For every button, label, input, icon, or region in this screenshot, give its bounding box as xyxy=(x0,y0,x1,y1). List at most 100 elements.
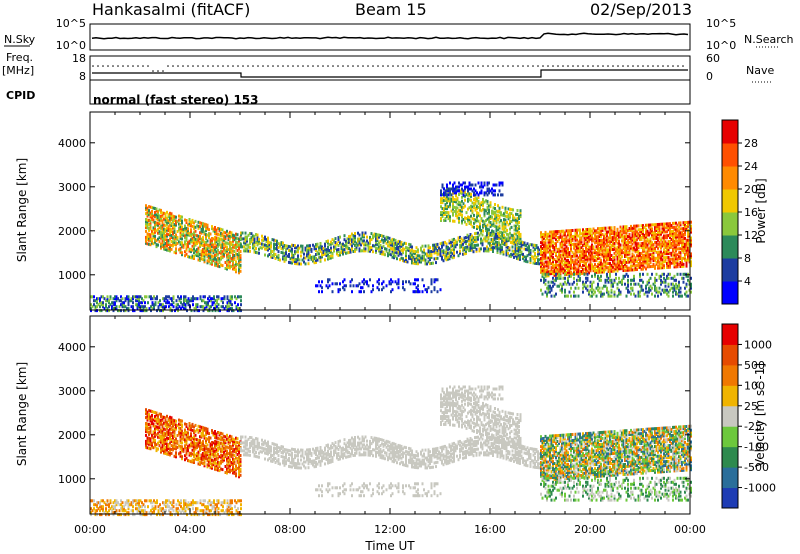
echo-cell xyxy=(170,240,173,243)
echo-cell xyxy=(337,244,340,247)
echo-cell xyxy=(600,258,602,262)
echo-cell xyxy=(154,236,156,240)
echo-cell xyxy=(220,237,222,241)
echo-cell xyxy=(170,216,173,220)
echo-cell xyxy=(502,242,505,246)
echo-cell xyxy=(330,246,332,250)
echo-cell xyxy=(479,224,481,228)
echo-cell xyxy=(464,220,466,224)
echo-cell xyxy=(288,255,290,258)
echo-cell xyxy=(160,214,162,218)
echo-cell xyxy=(361,233,364,237)
echo-cell xyxy=(340,243,343,247)
echo-cell xyxy=(558,230,560,233)
echo-cell xyxy=(477,199,480,203)
echo-cell xyxy=(461,213,463,217)
echo-cell xyxy=(552,250,554,254)
echo-cell xyxy=(224,249,227,253)
echo-cell xyxy=(397,239,400,243)
echo-cell xyxy=(325,254,328,257)
echo-cell xyxy=(223,234,225,238)
echo-cell xyxy=(169,211,171,215)
echo-cell xyxy=(603,292,605,296)
nave-dot xyxy=(312,65,314,67)
echo-cell xyxy=(203,248,206,252)
echo-cell xyxy=(619,290,622,294)
echo-cell xyxy=(148,211,150,215)
nave-dot xyxy=(422,65,424,67)
echo-cell xyxy=(486,231,488,235)
echo-cell xyxy=(552,240,554,244)
echo-cell xyxy=(354,232,356,235)
echo-cell xyxy=(157,217,159,221)
echo-cell xyxy=(559,269,562,273)
echo-cell xyxy=(559,261,562,265)
echo-cell xyxy=(197,250,200,254)
echo-cell xyxy=(193,221,195,225)
echo-cell xyxy=(441,193,444,197)
echo-cell xyxy=(448,241,451,245)
echo-cell xyxy=(226,255,228,259)
echo-cell xyxy=(452,195,454,199)
echo-cell xyxy=(610,294,613,298)
echo-cell xyxy=(543,264,545,268)
nave-dot xyxy=(147,65,149,67)
echo-cell xyxy=(606,272,608,276)
echo-cell xyxy=(461,205,463,209)
echo-cell xyxy=(461,209,463,213)
echo-cell xyxy=(200,241,203,245)
echo-cell xyxy=(449,181,451,185)
echo-cell xyxy=(525,255,527,259)
echo-cell xyxy=(297,250,299,254)
echo-cell xyxy=(182,233,185,237)
echo-cell xyxy=(115,305,118,309)
echo-cell xyxy=(145,226,147,229)
echo-cell xyxy=(445,246,448,250)
echo-cell xyxy=(488,208,490,212)
echo-cell xyxy=(385,235,388,239)
echo-cell xyxy=(378,245,380,249)
echo-cell xyxy=(327,241,329,245)
echo-cell xyxy=(348,237,350,241)
echo-cell xyxy=(206,259,209,263)
echo-cell xyxy=(238,269,240,273)
echo-cell xyxy=(507,223,510,227)
echo-cell xyxy=(476,205,478,209)
echo-cell xyxy=(267,238,269,242)
echo-cell xyxy=(421,258,424,262)
echo-cell xyxy=(470,192,472,196)
nave-dot xyxy=(332,65,334,67)
echo-cell xyxy=(500,231,502,234)
echo-cell xyxy=(456,198,459,202)
echo-cell xyxy=(321,245,323,249)
echo-cell xyxy=(373,244,376,248)
echo-cell xyxy=(253,240,256,244)
echo-cell xyxy=(193,243,195,247)
echo-cell xyxy=(447,247,449,251)
echo-cell xyxy=(148,238,150,242)
echo-cell xyxy=(328,255,331,258)
echo-cell xyxy=(453,198,456,201)
echo-cell xyxy=(510,252,512,256)
echo-cell xyxy=(249,238,251,241)
echo-cell xyxy=(482,207,484,211)
echo-cell xyxy=(544,272,547,276)
echo-cell xyxy=(268,243,271,247)
echo-cell xyxy=(190,250,192,254)
echo-cell xyxy=(459,243,461,247)
echo-cell xyxy=(399,246,401,250)
echo-cell xyxy=(307,244,310,248)
echo-cell xyxy=(512,218,514,222)
echo-cell xyxy=(146,214,149,218)
echo-cell xyxy=(525,257,527,261)
echo-cell xyxy=(681,294,683,298)
echo-cell xyxy=(184,250,186,254)
echo-cell xyxy=(445,250,448,254)
echo-cell xyxy=(164,230,167,234)
nave-dot xyxy=(362,65,364,67)
echo-cell xyxy=(381,246,383,250)
echo-cell xyxy=(441,241,443,245)
echo-cell xyxy=(351,290,353,294)
echo-cell xyxy=(384,239,386,243)
nave-dot xyxy=(177,65,179,67)
